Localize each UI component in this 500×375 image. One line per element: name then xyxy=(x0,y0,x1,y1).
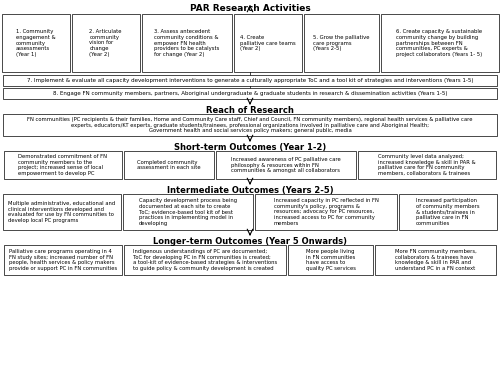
Bar xyxy=(216,151,356,179)
Bar xyxy=(3,194,121,230)
Text: 4. Create
palliative care teams
(Year 2): 4. Create palliative care teams (Year 2) xyxy=(240,35,296,51)
Text: Demonstrated commitment of FN
community members to the
project; increased sense : Demonstrated commitment of FN community … xyxy=(18,154,108,176)
Bar xyxy=(255,194,397,230)
Text: 8. Engage FN community members, partners, Aboriginal undergraduate & graduate st: 8. Engage FN community members, partners… xyxy=(53,91,448,96)
Bar xyxy=(123,194,253,230)
Text: Intermediate Outcomes (Years 2-5): Intermediate Outcomes (Years 2-5) xyxy=(166,186,334,195)
Text: 7. Implement & evaluate all capacity development interventions to generate a cul: 7. Implement & evaluate all capacity dev… xyxy=(27,78,473,83)
Text: FN communities (PC recipients & their families, Home and Community Care staff, C: FN communities (PC recipients & their fa… xyxy=(27,117,473,133)
Text: Reach of Research: Reach of Research xyxy=(206,106,294,115)
Bar xyxy=(288,245,373,275)
Text: PAR Research Activities: PAR Research Activities xyxy=(190,4,310,13)
Text: Increased awareness of PC palliative care
philosophy & resources within FN
commu: Increased awareness of PC palliative car… xyxy=(231,157,341,173)
Bar xyxy=(3,114,497,136)
Text: Longer-term Outcomes (Year 5 Onwards): Longer-term Outcomes (Year 5 Onwards) xyxy=(153,237,347,246)
Text: Completed community
assessment in each site: Completed community assessment in each s… xyxy=(137,160,201,170)
Text: Short-term Outcomes (Year 1-2): Short-term Outcomes (Year 1-2) xyxy=(174,143,326,152)
Bar xyxy=(124,151,214,179)
Text: Multiple administrative, educational and
clinical interventions developed and
ev: Multiple administrative, educational and… xyxy=(8,201,116,223)
Text: 6. Create capacity & sustainable
community change by building
partnerships betwe: 6. Create capacity & sustainable communi… xyxy=(396,29,482,57)
Text: More people living
in FN communities
have access to
quality PC services: More people living in FN communities hav… xyxy=(306,249,356,271)
Bar xyxy=(234,14,302,72)
Bar xyxy=(380,14,498,72)
Bar xyxy=(2,14,70,72)
Bar xyxy=(3,88,497,99)
Bar xyxy=(358,151,496,179)
Text: Increased participation
of community members
& students/trainees in
palliative c: Increased participation of community mem… xyxy=(416,198,480,226)
Text: Increased capacity in PC reflected in FN
community's policy, programs &
resource: Increased capacity in PC reflected in FN… xyxy=(274,198,378,226)
Bar xyxy=(124,245,286,275)
Bar xyxy=(3,75,497,86)
Text: 2. Articulate
community
vision for
change
(Year 2): 2. Articulate community vision for chang… xyxy=(89,29,122,57)
Text: 3. Assess antecedent
community conditions &
empower FN health
providers to be ca: 3. Assess antecedent community condition… xyxy=(154,29,219,57)
Text: Community level data analyzed;
increased knowledge & skill in PAR &
palliative c: Community level data analyzed; increased… xyxy=(378,154,476,176)
Bar xyxy=(72,14,140,72)
Bar xyxy=(4,151,122,179)
Bar xyxy=(399,194,497,230)
Text: Palliative care programs operating in 4
FN study sites; increased number of FN
p: Palliative care programs operating in 4 … xyxy=(9,249,117,271)
Bar xyxy=(4,245,122,275)
Text: Capacity development process being
documented at each site to create
ToC; eviden: Capacity development process being docum… xyxy=(139,198,237,226)
Text: Indigenous understandings of PC are documented;
ToC for developing PC in FN comm: Indigenous understandings of PC are docu… xyxy=(133,249,277,271)
Text: More FN community members,
collaborators & trainees have
knowledge & skill in PA: More FN community members, collaborators… xyxy=(394,249,476,271)
Text: 1. Community
engagement &
community
assessments
(Year 1): 1. Community engagement & community asse… xyxy=(16,29,56,57)
Bar xyxy=(142,14,232,72)
Bar xyxy=(304,14,378,72)
Text: 5. Grow the palliative
care programs
(Years 2-5): 5. Grow the palliative care programs (Ye… xyxy=(313,35,369,51)
Bar xyxy=(375,245,496,275)
